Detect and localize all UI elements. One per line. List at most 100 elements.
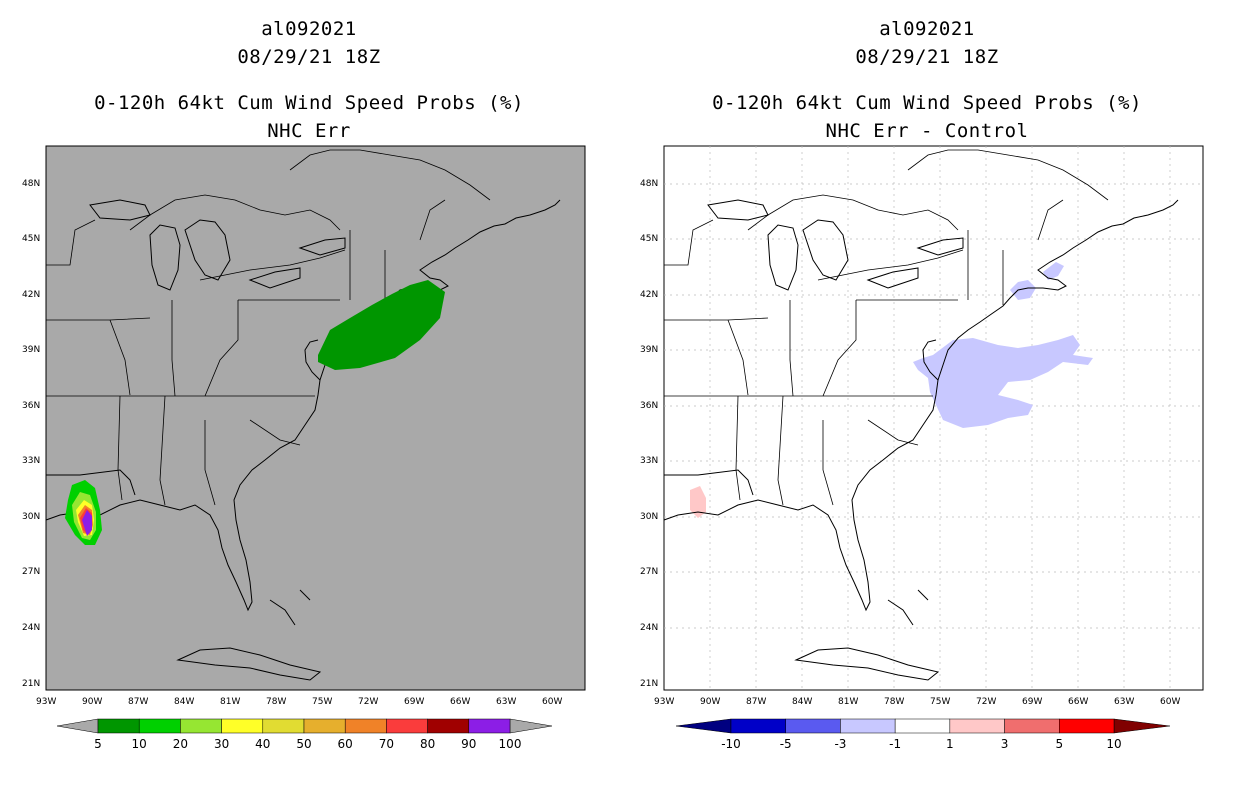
lat-label: 27N xyxy=(22,567,40,577)
colorbar-swatch xyxy=(344,718,387,734)
great-lakes xyxy=(707,199,964,291)
coastlines xyxy=(45,199,561,612)
lat-label: 33N xyxy=(22,456,40,466)
colorbar-under-triangle xyxy=(56,718,99,734)
lat-label: 24N xyxy=(22,623,40,633)
colorbar-label: 1 xyxy=(946,737,954,751)
storm-id-title: al092021 xyxy=(879,18,975,40)
lat-label: 24N xyxy=(640,623,658,633)
colorbar-swatch xyxy=(303,718,346,734)
lon-label: 72W xyxy=(976,697,996,707)
lon-label: 81W xyxy=(838,697,858,707)
left-colorbar: 5 10 20 30 40 50 60 70 80 90 100 xyxy=(56,718,553,751)
lat-label: 39N xyxy=(640,345,658,355)
lon-label: 78W xyxy=(884,697,904,707)
colorbar-label: 10 xyxy=(132,737,147,751)
lon-label: 69W xyxy=(1022,697,1042,707)
diff-region-atlantic xyxy=(913,335,1093,428)
lon-label: 75W xyxy=(312,697,332,707)
lon-label: 78W xyxy=(266,697,286,707)
colorbar-swatch xyxy=(427,718,470,734)
lat-label: 21N xyxy=(640,679,658,689)
colorbar-over-triangle xyxy=(509,718,553,734)
lon-label: 93W xyxy=(36,697,56,707)
lon-label: 81W xyxy=(220,697,240,707)
map-frame xyxy=(45,145,586,691)
left-map-panel: al092021 08/29/21 18Z 0-120h 64kt Cum Wi… xyxy=(22,18,586,751)
lon-label: 93W xyxy=(654,697,674,707)
lat-label: 27N xyxy=(640,567,658,577)
colorbar-label: 70 xyxy=(379,737,394,751)
subtitle: NHC Err - Control xyxy=(825,120,1029,142)
lon-label: 63W xyxy=(496,697,516,707)
lat-label: 30N xyxy=(640,512,658,522)
colorbar-swatch xyxy=(262,718,305,734)
caribbean-islands xyxy=(794,589,940,681)
lon-label: 90W xyxy=(700,697,720,707)
lon-label: 60W xyxy=(542,697,562,707)
product-title: 0-120h 64kt Cum Wind Speed Probs (%) xyxy=(712,92,1142,114)
lat-label: 36N xyxy=(22,401,40,411)
lat-label: 21N xyxy=(22,679,40,689)
colorbar-under-triangle xyxy=(675,718,732,734)
colorbar-label: 40 xyxy=(255,737,270,751)
colorbar-swatch xyxy=(180,718,222,734)
colorbar-label: 100 xyxy=(499,737,522,751)
product-title: 0-120h 64kt Cum Wind Speed Probs (%) xyxy=(94,92,524,114)
wind-prob-region-gulf-core xyxy=(82,510,92,536)
subtitle: NHC Err xyxy=(267,120,351,142)
lon-label: 66W xyxy=(450,697,470,707)
difference-regions xyxy=(690,262,1093,518)
left-map-svg: 48N 45N 42N 39N 36N 33N 30N 27N 24N 21N … xyxy=(22,145,586,751)
colorbar-swatch xyxy=(1059,718,1115,734)
lon-label: 84W xyxy=(792,697,812,707)
colorbar-label: -10 xyxy=(721,737,741,751)
colorbar-swatch xyxy=(894,718,951,734)
colorbar-swatch xyxy=(949,718,1005,734)
lat-axis: 48N 45N 42N 39N 36N 33N 30N 27N 24N 21N xyxy=(640,179,658,689)
colorbar-label: 10 xyxy=(1106,737,1121,751)
lat-label: 30N xyxy=(22,512,40,522)
colorbar-label: 5 xyxy=(94,737,102,751)
colorbar-label: 5 xyxy=(1055,737,1063,751)
colorbar-label: 3 xyxy=(1001,737,1009,751)
lat-axis: 48N 45N 42N 39N 36N 33N 30N 27N 24N 21N xyxy=(22,179,40,689)
lon-label: 66W xyxy=(1068,697,1088,707)
colorbar-swatch xyxy=(221,718,264,734)
colorbar-swatch xyxy=(1004,718,1060,734)
diff-region-northeast xyxy=(1010,280,1036,300)
great-lakes xyxy=(89,199,346,291)
lat-label: 48N xyxy=(640,179,658,189)
colorbar-label: -3 xyxy=(834,737,846,751)
lat-label: 42N xyxy=(22,290,40,300)
date-title: 08/29/21 18Z xyxy=(237,46,381,68)
lon-label: 87W xyxy=(746,697,766,707)
lon-label: 84W xyxy=(174,697,194,707)
right-colorbar: -10 -5 -3 -1 1 3 5 10 xyxy=(675,718,1171,751)
right-map-svg: 48N 45N 42N 39N 36N 33N 30N 27N 24N 21N … xyxy=(640,145,1204,751)
colorbar-label: 90 xyxy=(461,737,476,751)
colorbar-label: 80 xyxy=(420,737,435,751)
diff-region-nova-scotia xyxy=(1043,262,1064,280)
forecast-probabilities xyxy=(65,280,445,545)
colorbar-label: -5 xyxy=(780,737,792,751)
lon-label: 75W xyxy=(930,697,950,707)
lat-label: 36N xyxy=(640,401,658,411)
lat-label: 33N xyxy=(640,456,658,466)
coastlines xyxy=(663,199,1179,612)
lon-axis: 93W 90W 87W 84W 81W 78W 75W 72W 69W 66W … xyxy=(36,697,562,707)
right-map-panel: al092021 08/29/21 18Z 0-120h 64kt Cum Wi… xyxy=(618,0,1236,800)
colorbar-swatch xyxy=(468,718,511,734)
colorbar-swatch xyxy=(785,718,841,734)
lon-axis: 93W 90W 87W 84W 81W 78W 75W 72W 69W 66W … xyxy=(654,697,1180,707)
state-borders xyxy=(46,149,491,506)
lat-label: 39N xyxy=(22,345,40,355)
lon-label: 87W xyxy=(128,697,148,707)
colorbar-label: 50 xyxy=(296,737,311,751)
colorbar-label: 20 xyxy=(173,737,188,751)
lon-label: 60W xyxy=(1160,697,1180,707)
lon-label: 69W xyxy=(404,697,424,707)
storm-id-title: al092021 xyxy=(261,18,357,40)
lat-label: 42N xyxy=(640,290,658,300)
lat-label: 48N xyxy=(22,179,40,189)
